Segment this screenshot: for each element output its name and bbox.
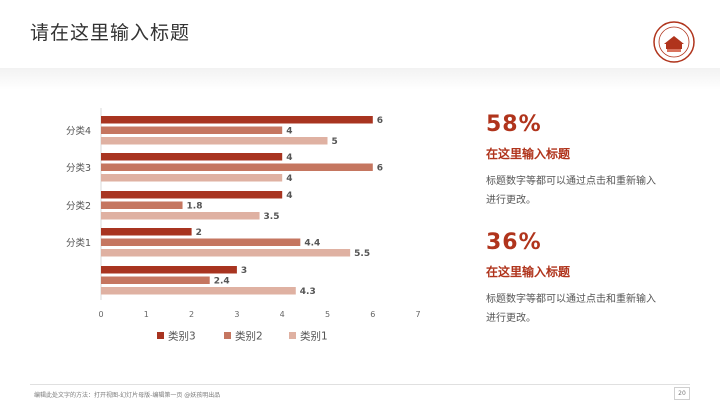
data-label: 2	[196, 228, 202, 238]
data-label: 4	[286, 174, 292, 184]
stat-description: 标题数字等都可以通过点击和重新输入进行更改。	[486, 176, 656, 206]
stat-block-2: 36% 在这里输入标题 标题数字等都可以通过点击和重新输入进行更改。	[486, 230, 656, 328]
data-label: 6	[377, 164, 383, 174]
bar	[101, 116, 373, 124]
bar	[101, 238, 301, 246]
data-label: 4	[286, 127, 292, 137]
bar	[101, 174, 283, 182]
university-seal-icon	[653, 21, 695, 63]
category-label: 分类3	[66, 162, 91, 174]
data-label: 5.5	[354, 249, 370, 259]
bar	[101, 228, 192, 236]
category-label: 分类2	[66, 200, 91, 212]
data-label: 6	[377, 116, 383, 126]
data-label: 3.5	[264, 212, 280, 222]
x-tick-label: 0	[98, 310, 103, 319]
bar	[101, 163, 373, 171]
x-tick-label: 6	[370, 310, 375, 319]
stat-title: 在这里输入标题	[486, 147, 571, 161]
page-title: 请在这里输入标题	[30, 22, 191, 44]
category-label: 分类4	[66, 125, 91, 137]
legend-swatch	[289, 332, 296, 339]
x-tick-label: 7	[416, 310, 421, 319]
data-label: 1.8	[187, 202, 203, 212]
data-label: 4.4	[304, 239, 320, 249]
stat-description: 标题数字等都可以通过点击和重新输入进行更改。	[486, 294, 656, 324]
bar	[101, 266, 237, 274]
stat-value: 58%	[486, 112, 542, 137]
data-label: 4	[286, 153, 292, 163]
data-label: 4	[286, 191, 292, 201]
page-number: 20	[674, 387, 690, 400]
legend-label: 类别1	[300, 330, 328, 343]
stat-block-1: 58% 在这里输入标题 标题数字等都可以通过点击和重新输入进行更改。	[486, 112, 656, 210]
bar	[101, 126, 283, 134]
legend-label: 类别3	[168, 330, 196, 343]
data-label: 4.3	[300, 287, 316, 297]
bar	[101, 212, 260, 220]
bar	[101, 191, 283, 199]
bar	[101, 153, 283, 161]
stat-title: 在这里输入标题	[486, 265, 571, 279]
x-tick-label: 1	[144, 310, 149, 319]
legend-label: 类别2	[235, 330, 263, 343]
data-label: 5	[332, 137, 338, 147]
x-tick-label: 4	[280, 310, 285, 319]
x-tick-label: 3	[234, 310, 239, 319]
bar	[101, 287, 296, 295]
bar	[101, 201, 183, 209]
footer-divider	[30, 384, 690, 385]
legend-swatch	[157, 332, 164, 339]
footer-note: 编辑此处文字的方法：打开视图-幻灯片母版-编辑第一页 @妖孩明出品	[34, 392, 221, 399]
legend-swatch	[224, 332, 231, 339]
data-label: 3	[241, 266, 247, 276]
x-tick-label: 5	[325, 310, 330, 319]
category-label: 分类1	[66, 237, 91, 249]
bar	[101, 137, 328, 145]
data-label: 2.4	[214, 277, 230, 287]
stat-value: 36%	[486, 230, 542, 255]
bar	[101, 276, 210, 284]
bar	[101, 249, 351, 257]
bar-chart: 3 2.4 4.3 2 4.4 5.5 分类1 4 1.8 3.5 分类2 4 6 4 分类3 6 4 5 分类4 0…	[66, 108, 421, 343]
header-band	[0, 68, 720, 90]
header: 请在这里输入标题	[0, 0, 720, 68]
x-tick-label: 2	[189, 310, 194, 319]
